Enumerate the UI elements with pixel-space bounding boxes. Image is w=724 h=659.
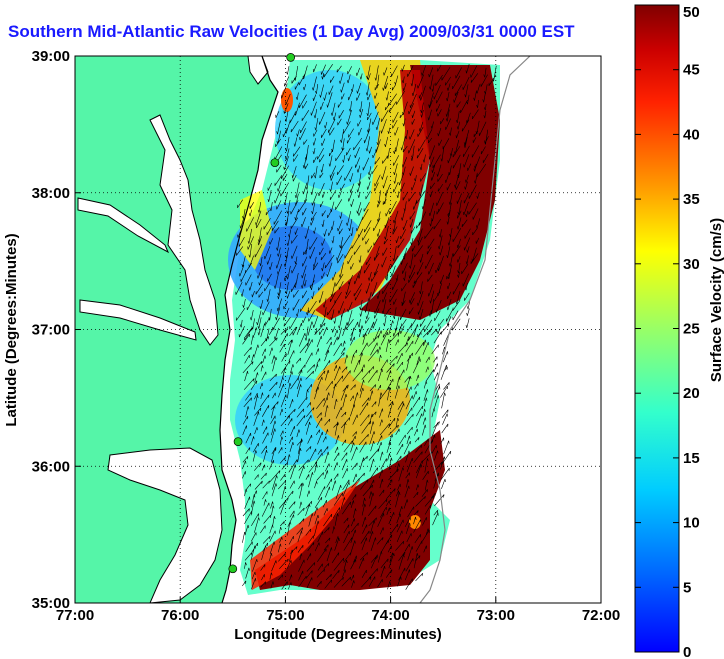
colorbar-tick-label: 25 bbox=[683, 321, 700, 338]
arrow-glyphs bbox=[235, 64, 497, 590]
y-axis-ticks: 35:00 36:00 37:00 38:00 39:00 bbox=[32, 48, 81, 612]
colorbar-tick-label: 5 bbox=[683, 579, 691, 596]
colorbar-tick-label: 20 bbox=[683, 385, 700, 402]
radar-station-marker bbox=[270, 158, 280, 168]
radar-station-marker bbox=[233, 437, 243, 446]
radar-station-marker bbox=[228, 564, 238, 574]
delaware-bay bbox=[247, 56, 269, 85]
y-tick-label: 37:00 bbox=[32, 322, 70, 339]
y-axis-label: Latitude (Degrees:Minutes) bbox=[3, 233, 20, 426]
colorbar-tick-label: 30 bbox=[683, 256, 700, 273]
james-river bbox=[79, 299, 197, 341]
colorbar-tick-label: 50 bbox=[683, 4, 700, 21]
coastline bbox=[219, 56, 279, 603]
colorbar-tick-label: 15 bbox=[683, 450, 700, 467]
colorbar-tick-label: 45 bbox=[683, 62, 700, 79]
x-tick-label: 76:00 bbox=[161, 607, 199, 624]
x-tick-label: 77:00 bbox=[56, 607, 94, 624]
colorbar-label: Surface Velocity (cm/s) bbox=[708, 218, 724, 382]
x-tick-label: 75:00 bbox=[266, 607, 304, 624]
x-tick-label: 74:00 bbox=[371, 607, 409, 624]
colorbar-tick-label: 40 bbox=[683, 126, 700, 143]
colorbar-ticks: 0 5 10 15 20 25 30 35 40 45 50 bbox=[635, 4, 700, 659]
x-axis-ticks: 77:00 76:00 75:00 74:00 73:00 72:00 bbox=[56, 597, 620, 624]
shelf-contour bbox=[419, 56, 531, 603]
colorbar-tick-label: 0 bbox=[683, 644, 691, 659]
map-title: Southern Mid-Atlantic Raw Velocities (1 … bbox=[8, 22, 575, 41]
velocity-arrows bbox=[235, 64, 497, 590]
radar-station-marker bbox=[286, 53, 296, 62]
x-tick-label: 73:00 bbox=[477, 607, 515, 624]
colorbar-tick-label: 35 bbox=[683, 191, 700, 208]
colorbar-tick-label: 10 bbox=[683, 515, 700, 532]
x-axis-label: Longitude (Degrees:Minutes) bbox=[234, 626, 442, 643]
y-tick-label: 38:00 bbox=[32, 185, 70, 202]
colorbar bbox=[634, 4, 680, 653]
potomac-river bbox=[77, 197, 170, 254]
pamlico-sound bbox=[107, 447, 223, 603]
y-tick-label: 36:00 bbox=[32, 458, 70, 475]
y-tick-label: 39:00 bbox=[32, 48, 70, 65]
radar-stations bbox=[228, 53, 296, 574]
y-tick-label: 35:00 bbox=[32, 595, 70, 612]
x-tick-label: 72:00 bbox=[582, 607, 620, 624]
